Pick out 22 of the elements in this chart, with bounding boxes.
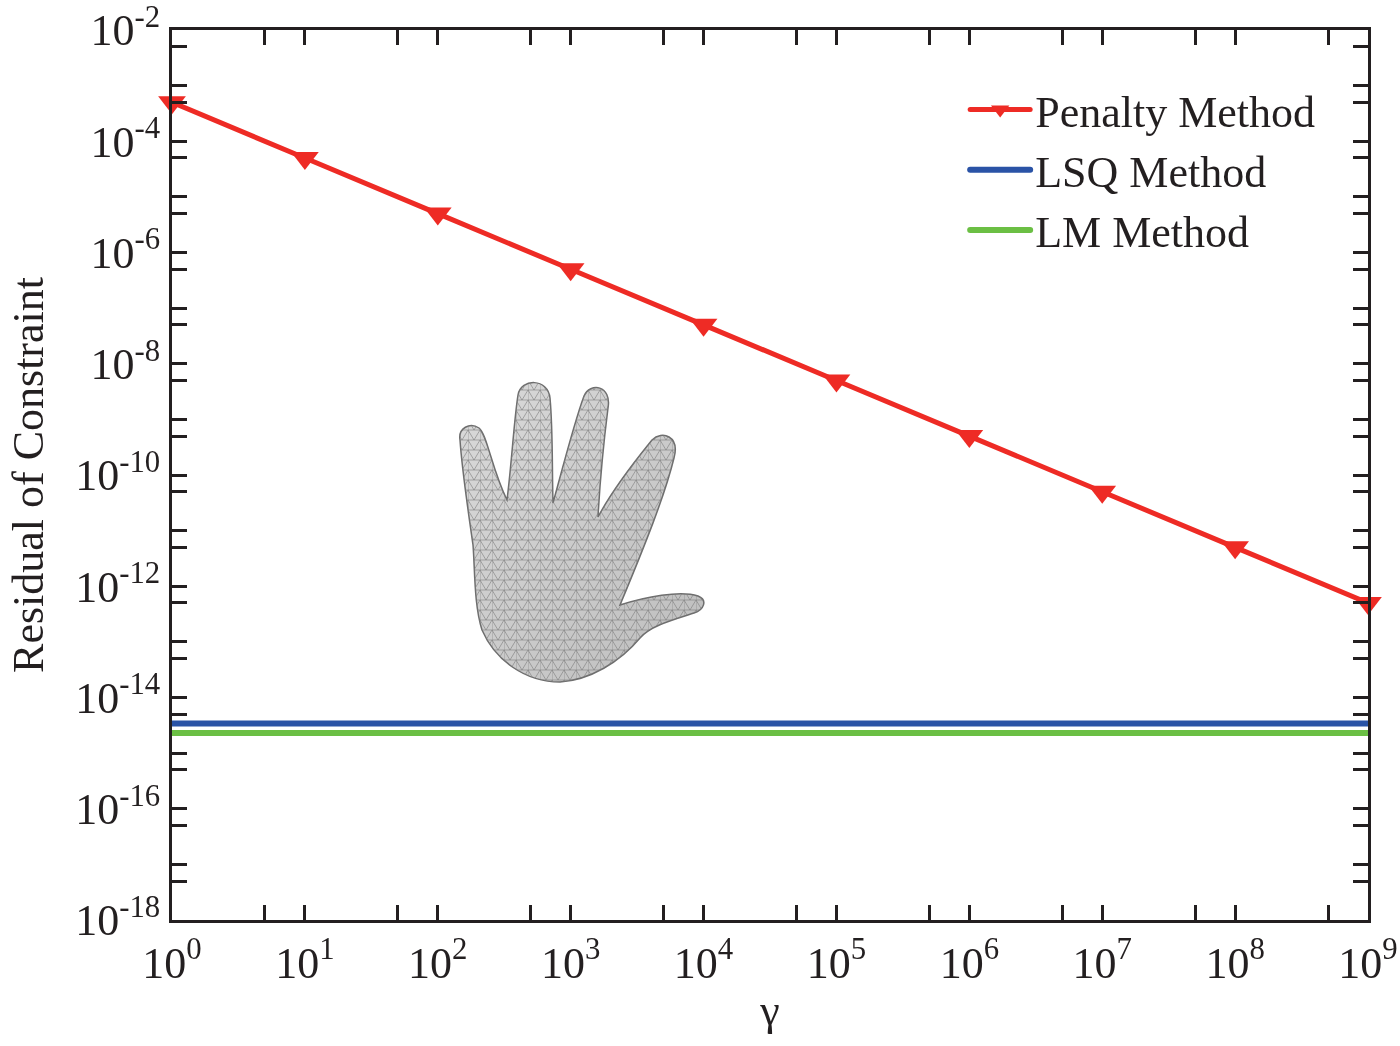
x-tick-label: 10$^{1}$	[275, 932, 335, 988]
x-axis-title: γ	[759, 986, 780, 1036]
legend-label: LM Method	[1035, 208, 1250, 258]
y-tick-label: 10$^{-12}$	[75, 556, 161, 612]
y-tick-label: 10$^{-10}$	[75, 444, 161, 501]
y-axis-title: Residual of Constraint	[4, 277, 54, 673]
x-tick-label: 10$^{8}$	[1205, 932, 1265, 988]
legend-label: LSQ Method	[1035, 147, 1267, 197]
y-tick-label: 10$^{-8}$	[90, 333, 161, 390]
y-tick-label: 10$^{-6}$	[90, 222, 161, 278]
y-tick-label: 10$^{-14}$	[75, 667, 161, 723]
y-tick-label: 10$^{-4}$	[90, 111, 161, 167]
x-tick-label: 10$^{5}$	[806, 932, 867, 988]
x-tick-label: 10$^{7}$	[1072, 932, 1132, 988]
x-tick-label: 10$^{6}$	[939, 932, 1000, 988]
x-tick-label: 10$^{9}$	[1338, 932, 1398, 988]
y-tick-label: 10$^{-2}$	[90, 0, 161, 56]
x-tick-label: 10$^{3}$	[540, 932, 601, 988]
x-tick-label: 10$^{4}$	[673, 932, 734, 988]
y-tick-label: 10$^{-16}$	[75, 778, 161, 835]
x-tick-label: 10$^{2}$	[408, 932, 468, 988]
legend-label: Penalty Method	[1035, 87, 1316, 137]
